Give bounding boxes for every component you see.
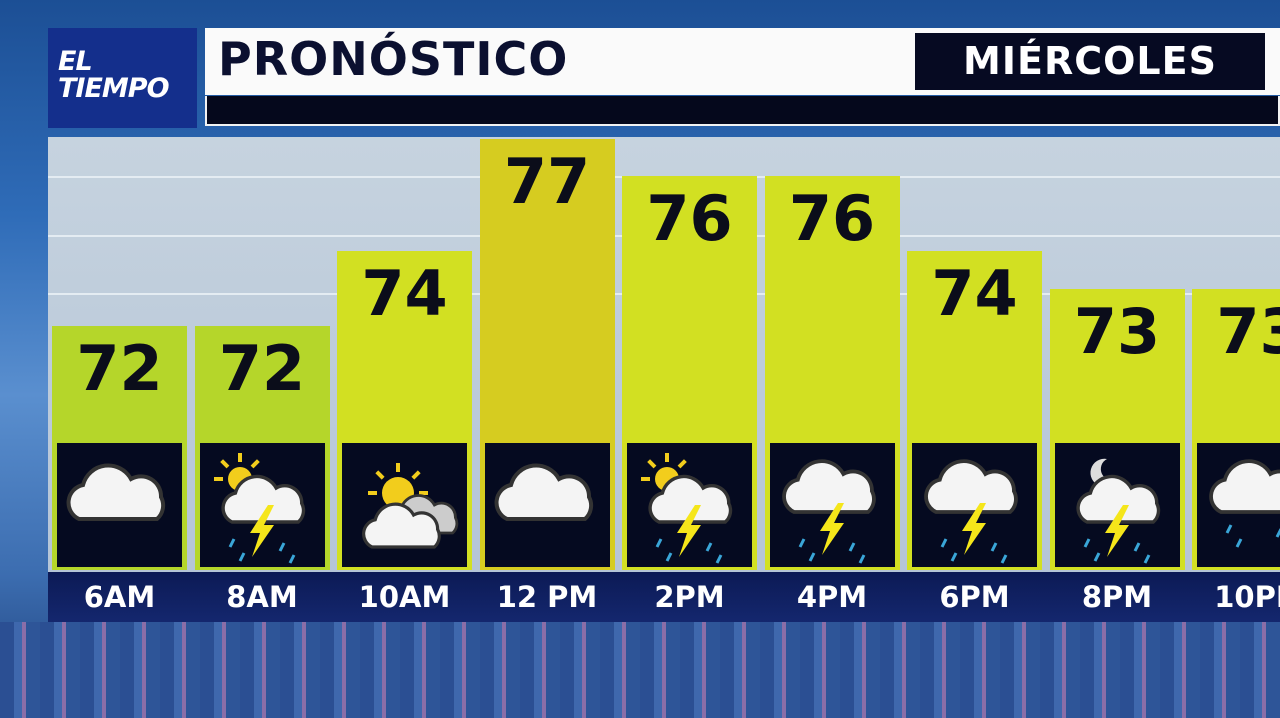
time-label: 10AM <box>358 580 451 614</box>
temp-value: 74 <box>931 257 1018 330</box>
partly-sunny-icon <box>342 443 467 567</box>
time-label: 8PM <box>1081 580 1153 614</box>
temp-bar: 76 <box>764 176 900 570</box>
forecast-chart: 72 72 74 77 76 76 74 73 73 6AM 8AM 10AM 12 PM 2PM 4PM… <box>48 137 1280 622</box>
partly-sunny-thunderstorm-icon <box>627 443 752 567</box>
partly-sunny-thunderstorm-icon <box>199 443 325 567</box>
background-water <box>0 622 1280 718</box>
temp-value: 72 <box>76 332 163 405</box>
temp-bar: 76 <box>622 176 757 570</box>
temp-bar: 72 <box>194 326 330 570</box>
night-thunderstorm-icon <box>1054 443 1180 567</box>
time-label: 10PM <box>1214 580 1280 614</box>
temp-bar: 77 <box>479 138 615 570</box>
title-underline-strip <box>205 96 1280 126</box>
time-label-strip: 6AM 8AM 10AM 12 PM 2PM 4PM 6PM 8PM 10PM <box>48 572 1280 622</box>
thunderstorm-icon <box>912 443 1037 567</box>
temp-value: 73 <box>1216 294 1280 368</box>
temp-bar: 74 <box>337 251 472 570</box>
cloudy-icon <box>484 443 610 567</box>
temp-value: 72 <box>218 332 306 405</box>
page-title: PRONÓSTICO <box>218 32 569 86</box>
temp-value: 77 <box>503 144 591 218</box>
thunderstorm-icon <box>769 443 895 567</box>
temp-bar: 73 <box>1192 288 1280 570</box>
time-label: 2PM <box>654 580 725 614</box>
temp-bar: 74 <box>907 251 1042 570</box>
temp-value: 76 <box>646 182 733 255</box>
temp-value: 74 <box>361 257 448 330</box>
time-label: 4PM <box>796 580 868 614</box>
logo-line1: EL <box>58 46 93 77</box>
logo-line2: TIEMPO <box>58 73 170 104</box>
time-label: 6PM <box>939 580 1010 614</box>
time-label: 6AM <box>83 580 156 614</box>
temp-bar: 73 <box>1049 288 1185 570</box>
day-label: MIÉRCOLES <box>915 33 1265 90</box>
temp-bar: 72 <box>52 326 187 570</box>
el-tiempo-logo: EL TIEMPO <box>48 28 197 128</box>
cloudy-icon <box>57 443 182 567</box>
temp-value: 73 <box>1073 294 1161 368</box>
temp-value: 76 <box>788 182 876 255</box>
rain-icon <box>1197 443 1280 567</box>
time-label: 12 PM <box>496 580 598 614</box>
time-label: 8AM <box>226 580 298 614</box>
